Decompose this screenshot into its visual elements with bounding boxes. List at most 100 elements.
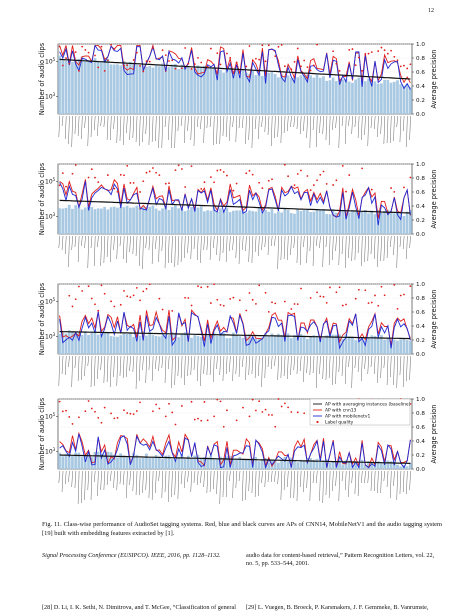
label-quality-point — [245, 65, 248, 68]
class-tick-label — [213, 355, 215, 383]
right-tick-label: 0.6 — [416, 425, 425, 431]
class-tick-label — [390, 115, 392, 144]
class-tick-label — [254, 115, 257, 130]
clip-count-bar — [219, 69, 222, 114]
label-quality-point — [255, 409, 257, 412]
right-tick-label: 1.0 — [416, 162, 425, 168]
class-tick-label — [287, 115, 289, 132]
right-tick-label: 0.0 — [416, 352, 425, 358]
clip-count-bar — [61, 60, 65, 114]
clip-count-bar — [264, 333, 267, 354]
label-quality-point — [123, 64, 125, 67]
class-tick-label — [203, 470, 205, 488]
clip-count-bar — [106, 209, 110, 234]
cnn14-ap-line — [59, 178, 411, 219]
class-tick-label — [203, 355, 205, 375]
clip-count-bar — [212, 332, 216, 354]
class-tick-label — [71, 355, 73, 388]
clip-count-bar — [190, 337, 193, 354]
label-quality-point — [271, 178, 273, 181]
clip-count-bar — [283, 457, 287, 469]
label-quality-point — [403, 293, 405, 296]
label-quality-point — [335, 179, 338, 182]
label-quality-point — [245, 172, 248, 175]
clip-count-bar — [177, 457, 180, 469]
class-tick-label — [116, 470, 118, 491]
class-tick-label — [106, 115, 109, 141]
class-tick-label — [151, 470, 154, 501]
clip-count-bar — [164, 333, 168, 354]
class-tick-label — [303, 235, 305, 248]
clip-count-bar — [370, 78, 374, 114]
clip-count-bar — [148, 458, 152, 469]
cnn14-ap-line — [59, 309, 411, 346]
label-quality-point — [219, 169, 222, 171]
class-tick-label — [97, 115, 99, 137]
label-quality-point — [148, 170, 151, 173]
label-quality-point — [386, 52, 389, 55]
clip-count-bar — [328, 214, 332, 234]
clip-count-bar — [283, 335, 287, 354]
clip-count-bar — [328, 462, 332, 469]
class-tick-label — [348, 235, 350, 259]
left-tick-label: 105 — [45, 297, 56, 306]
class-tick-label — [322, 355, 324, 380]
clip-count-bar — [315, 458, 319, 469]
clip-count-bar — [106, 331, 110, 354]
label-quality-point — [296, 173, 299, 175]
clip-count-bar — [206, 66, 209, 114]
label-quality-point — [81, 45, 84, 48]
clip-count-bar — [293, 334, 296, 354]
label-quality-point — [171, 411, 174, 414]
clip-count-bar — [186, 334, 190, 354]
legend-entry: Label quality — [325, 420, 354, 426]
class-tick-label — [113, 235, 115, 251]
class-tick-label — [135, 235, 138, 257]
class-tick-label — [351, 355, 353, 389]
class-tick-label — [151, 355, 154, 382]
class-tick-label — [235, 470, 238, 489]
label-quality-point — [168, 402, 170, 405]
class-tick-label — [267, 355, 270, 368]
label-quality-point — [409, 176, 412, 179]
class-tick-label — [74, 235, 77, 248]
class-tick-label — [341, 470, 344, 482]
class-tick-label — [393, 470, 395, 487]
clip-count-bar — [100, 62, 103, 114]
class-tick-label — [232, 470, 234, 499]
clip-count-bar — [396, 80, 399, 114]
label-quality-point — [193, 63, 196, 66]
clip-count-bar — [157, 336, 161, 354]
clip-count-bar — [289, 457, 293, 469]
label-quality-point — [197, 57, 199, 59]
label-quality-point — [312, 184, 315, 186]
label-quality-point — [341, 304, 344, 307]
class-tick-label — [106, 470, 109, 486]
class-tick-label — [409, 115, 411, 141]
label-quality-point — [142, 180, 145, 183]
class-tick-label — [357, 470, 360, 497]
clip-count-bar — [74, 59, 78, 114]
class-tick-label — [113, 355, 115, 378]
clip-count-bar — [145, 335, 148, 354]
clip-count-bar — [315, 209, 319, 234]
clip-count-bar — [312, 77, 316, 114]
right-tick-label: 1.0 — [416, 42, 425, 48]
label-quality-point — [390, 49, 392, 52]
clip-count-bar — [109, 64, 113, 114]
clip-count-bar — [273, 460, 277, 469]
clip-count-bar — [67, 452, 71, 469]
clip-count-bar — [183, 458, 187, 469]
label-quality-point — [181, 405, 183, 407]
class-tick-label — [155, 235, 157, 250]
class-tick-label — [219, 115, 221, 145]
label-quality-point — [235, 419, 238, 422]
class-tick-label — [116, 115, 118, 144]
class-tick-label — [290, 235, 292, 256]
class-tick-label — [200, 355, 202, 387]
clip-count-bar — [61, 456, 65, 469]
clip-count-bar — [289, 338, 293, 354]
class-tick-label — [84, 470, 86, 501]
label-quality-point — [126, 64, 129, 67]
